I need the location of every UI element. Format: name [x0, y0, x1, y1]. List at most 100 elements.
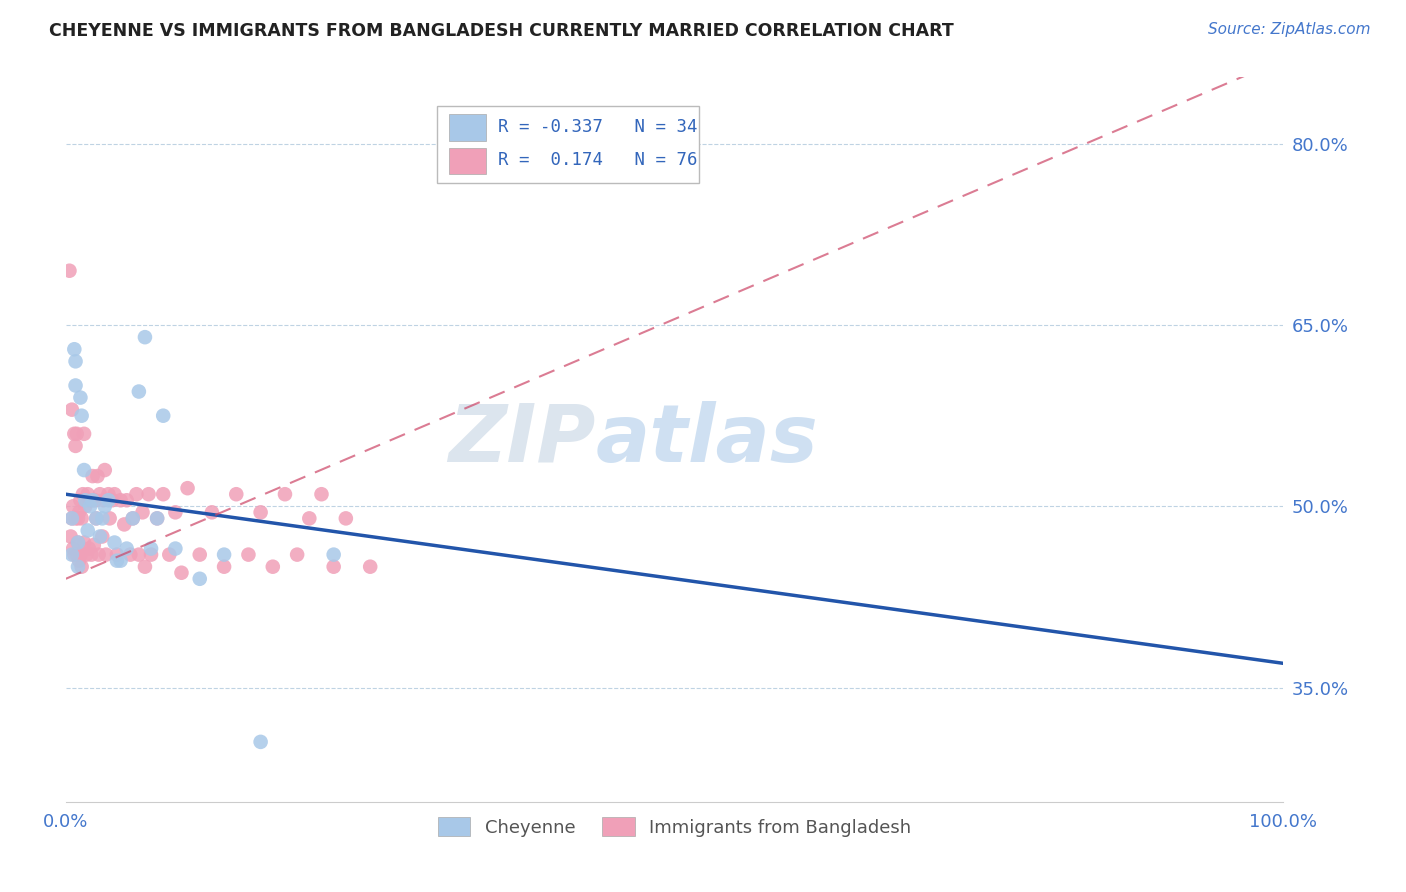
- Point: [66, 535, 89, 549]
- Point: [94, 463, 117, 477]
- Point: [63, 426, 86, 441]
- Point: [152, 487, 174, 501]
- Point: [70, 409, 93, 423]
- Point: [274, 487, 297, 501]
- Point: [201, 505, 224, 519]
- Point: [86, 469, 108, 483]
- Point: [335, 511, 357, 525]
- Point: [82, 469, 104, 483]
- Point: [128, 548, 150, 562]
- Text: Source: ZipAtlas.com: Source: ZipAtlas.com: [1208, 22, 1371, 37]
- Text: R =  0.174   N = 76: R = 0.174 N = 76: [498, 151, 697, 169]
- Point: [60, 511, 83, 525]
- Point: [84, 511, 107, 525]
- Text: R = -0.337   N = 34: R = -0.337 N = 34: [498, 118, 697, 136]
- Point: [67, 505, 90, 519]
- Point: [103, 487, 125, 501]
- Point: [66, 535, 89, 549]
- Point: [165, 541, 187, 556]
- Point: [80, 548, 103, 562]
- Point: [69, 391, 91, 405]
- Point: [65, 511, 87, 525]
- Point: [65, 378, 87, 392]
- Point: [139, 541, 162, 556]
- Point: [62, 500, 84, 514]
- Point: [75, 500, 97, 514]
- Point: [120, 548, 142, 562]
- Point: [73, 535, 96, 549]
- Point: [285, 548, 308, 562]
- Point: [69, 493, 91, 508]
- Point: [91, 529, 114, 543]
- Point: [66, 559, 89, 574]
- Point: [66, 426, 89, 441]
- Point: [212, 548, 235, 562]
- FancyBboxPatch shape: [437, 106, 699, 183]
- Point: [249, 735, 271, 749]
- Point: [322, 559, 344, 574]
- Point: [238, 548, 260, 562]
- Point: [84, 511, 107, 525]
- Point: [72, 487, 94, 501]
- Point: [105, 554, 128, 568]
- Point: [70, 559, 93, 574]
- Legend: Cheyenne, Immigrants from Bangladesh: Cheyenne, Immigrants from Bangladesh: [430, 810, 918, 844]
- Point: [152, 409, 174, 423]
- Point: [298, 511, 321, 525]
- Point: [89, 487, 111, 501]
- Point: [73, 463, 96, 477]
- Point: [76, 487, 98, 501]
- Point: [128, 384, 150, 399]
- Point: [60, 548, 83, 562]
- Point: [115, 493, 138, 508]
- Point: [97, 487, 120, 501]
- Point: [98, 511, 121, 525]
- Point: [63, 548, 86, 562]
- Point: [63, 343, 86, 357]
- Point: [105, 548, 128, 562]
- Point: [73, 426, 96, 441]
- Point: [146, 511, 169, 525]
- FancyBboxPatch shape: [450, 114, 486, 141]
- Point: [70, 511, 93, 525]
- Point: [249, 505, 271, 519]
- Point: [67, 554, 90, 568]
- Point: [101, 493, 124, 508]
- Point: [225, 487, 247, 501]
- Text: atlas: atlas: [596, 401, 818, 479]
- Point: [84, 493, 107, 508]
- Text: ZIP: ZIP: [449, 401, 596, 479]
- Point: [60, 402, 83, 417]
- Point: [65, 439, 87, 453]
- Point: [76, 548, 98, 562]
- Point: [121, 511, 143, 525]
- Point: [59, 529, 82, 543]
- Point: [121, 511, 143, 525]
- Point: [131, 505, 153, 519]
- Point: [262, 559, 284, 574]
- Point: [66, 548, 89, 562]
- Point: [69, 548, 91, 562]
- Text: CHEYENNE VS IMMIGRANTS FROM BANGLADESH CURRENTLY MARRIED CORRELATION CHART: CHEYENNE VS IMMIGRANTS FROM BANGLADESH C…: [49, 22, 953, 40]
- Point: [165, 505, 187, 519]
- Point: [75, 493, 97, 508]
- FancyBboxPatch shape: [450, 148, 486, 174]
- Point: [139, 548, 162, 562]
- Point: [94, 548, 117, 562]
- Point: [91, 511, 114, 525]
- Point: [134, 330, 156, 344]
- Point: [79, 493, 101, 508]
- Point: [76, 524, 98, 538]
- Point: [311, 487, 333, 501]
- Point: [62, 541, 84, 556]
- Point: [146, 511, 169, 525]
- Point: [83, 538, 105, 552]
- Point: [97, 493, 120, 508]
- Point: [359, 559, 381, 574]
- Point: [65, 354, 87, 368]
- Point: [157, 548, 180, 562]
- Point: [58, 264, 80, 278]
- Point: [188, 548, 211, 562]
- Point: [66, 511, 89, 525]
- Point: [112, 517, 135, 532]
